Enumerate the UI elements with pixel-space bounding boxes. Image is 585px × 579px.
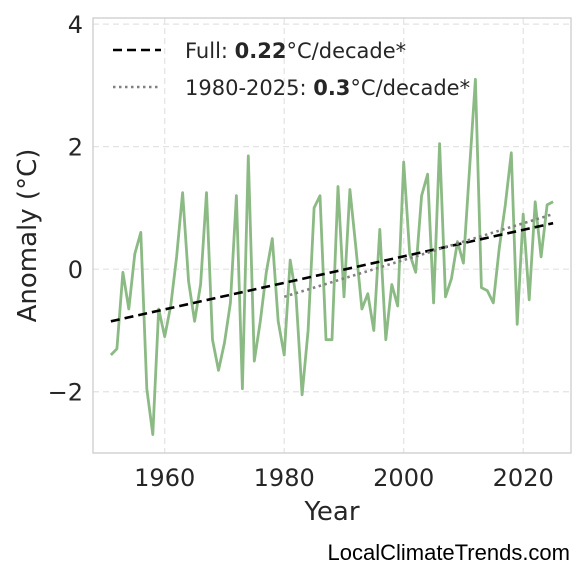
y-tick-label: 0 [68,256,83,284]
legend-label-recent-trend: 1980-2025: 0.3°C/decade* [185,76,470,100]
y-tick-label: 2 [68,134,83,162]
watermark-text: LocalClimateTrends.com [328,540,571,565]
legend-full-suffix: °C/decade* [287,39,407,63]
y-axis-label: Anomaly (°C) [13,149,43,323]
x-axis-label: Year [303,497,359,527]
legend-full-prefix: Full: [185,39,235,63]
anomaly-series-line [109,77,554,437]
grid-lines [93,18,571,453]
y-tick-label: 4 [68,11,83,39]
x-tick-label: 1960 [134,464,195,492]
legend: Full: 0.22°C/decade* 1980-2025: 0.3°C/de… [113,39,470,100]
legend-label-full-trend: Full: 0.22°C/decade* [185,39,406,63]
x-tick-label: 1980 [254,464,315,492]
legend-full-rate: 0.22 [235,39,287,63]
plot-frame [92,17,572,454]
legend-recent-rate: 0.3 [313,76,350,100]
series-layer [109,77,554,437]
y-tick-label: −2 [48,379,83,407]
x-tick-label: 2020 [493,464,554,492]
recent-trend-line [283,212,554,299]
plot-area [92,17,572,454]
full-trend-line [110,221,554,323]
plot-background [93,18,571,453]
tick-labels: 1960 1980 2000 2020 −2 0 2 4 [48,11,554,492]
legend-recent-prefix: 1980-2025: [185,76,313,100]
legend-recent-suffix: °C/decade* [350,76,470,100]
x-tick-label: 2000 [373,464,434,492]
